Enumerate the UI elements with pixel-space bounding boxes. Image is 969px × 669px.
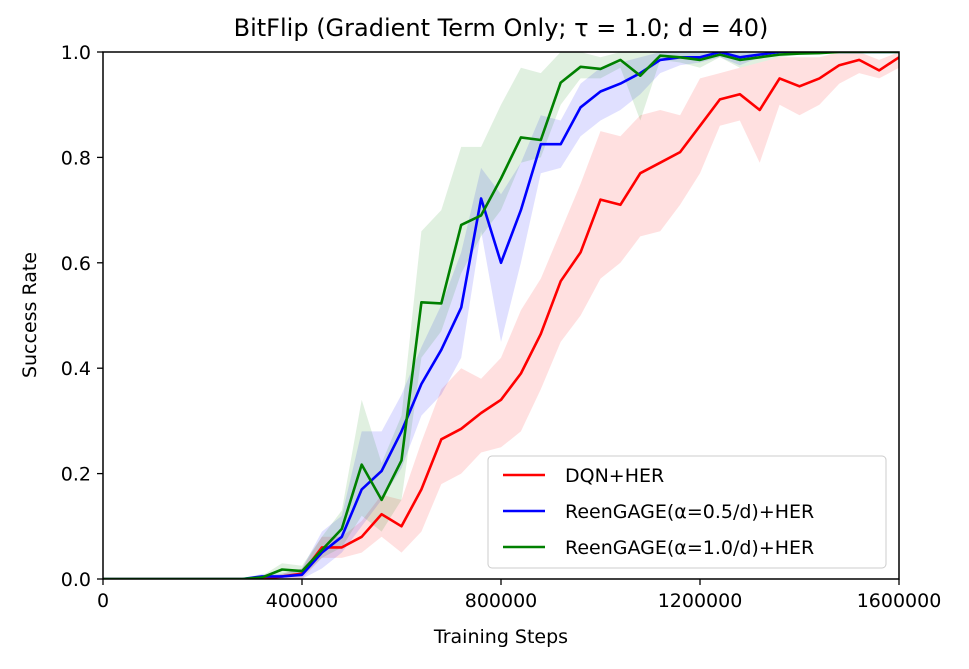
x-tick-label: 1200000 xyxy=(658,590,743,612)
legend-label-reengage-05: ReenGAGE(α=0.5/d)+HER xyxy=(565,501,814,523)
confidence-bands xyxy=(103,52,899,579)
x-tick-label: 1600000 xyxy=(857,590,942,612)
legend-label-dqn-her: DQN+HER xyxy=(565,465,664,487)
y-tick-label: 0.0 xyxy=(61,569,91,591)
band-reengage-0-5-d-her xyxy=(103,52,899,579)
legend: DQN+HER ReenGAGE(α=0.5/d)+HER ReenGAGE(α… xyxy=(487,455,887,569)
band-dqn-her xyxy=(103,52,899,579)
y-tick-label: 0.8 xyxy=(61,147,91,169)
series-line-reengage-0-5-d-her xyxy=(103,52,899,579)
x-axis-ticks: 0 400000 800000 1200000 1600000 xyxy=(97,579,941,612)
x-tick-label: 400000 xyxy=(266,590,339,612)
legend-box xyxy=(487,455,887,569)
y-axis-ticks: 0.0 0.2 0.4 0.6 0.8 1.0 xyxy=(61,42,103,591)
series-line-dqn-her xyxy=(103,56,899,579)
y-tick-label: 0.4 xyxy=(61,358,91,380)
y-axis-label: Success Rate xyxy=(19,252,41,378)
x-axis-label: Training Steps xyxy=(433,626,568,648)
y-tick-label: 0.2 xyxy=(61,464,91,486)
y-tick-label: 0.6 xyxy=(61,253,91,275)
chart-title: BitFlip (Gradient Term Only; τ = 1.0; d … xyxy=(234,14,769,42)
x-tick-label: 0 xyxy=(97,590,109,612)
x-tick-label: 800000 xyxy=(465,590,538,612)
band-reengage-1-0-d-her xyxy=(103,52,899,579)
legend-label-reengage-10: ReenGAGE(α=1.0/d)+HER xyxy=(565,537,814,559)
series-lines xyxy=(103,52,899,579)
y-tick-label: 1.0 xyxy=(61,42,91,64)
series-line-reengage-1-0-d-her xyxy=(103,52,899,579)
